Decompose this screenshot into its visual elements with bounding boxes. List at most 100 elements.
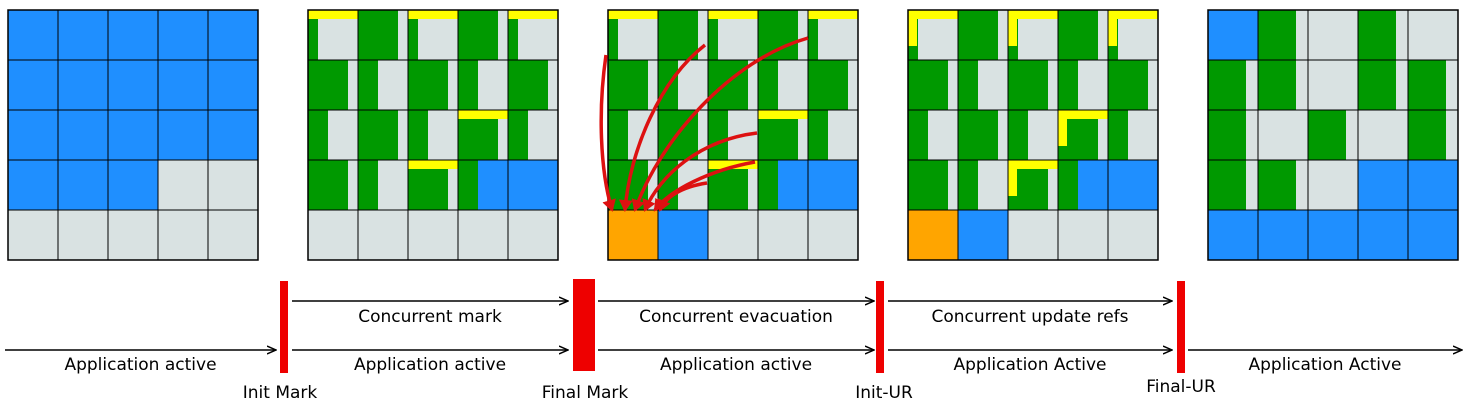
heap-region: [1108, 160, 1158, 210]
heap-region: [58, 60, 108, 110]
live-object: [408, 10, 418, 60]
application-active-label: Application active: [660, 355, 812, 375]
heap-region: [58, 160, 108, 210]
live-object: [458, 10, 498, 60]
evacuation-arrow: [618, 43, 707, 212]
pause-label: Init-UR: [855, 383, 913, 403]
heap-region: [658, 210, 708, 260]
live-object: [508, 10, 518, 60]
evacuation-arrow: [631, 36, 809, 212]
heap-region: [1308, 160, 1358, 210]
application-active-label: Application active: [354, 355, 506, 375]
live-object: [1258, 60, 1296, 110]
live-object: [1108, 110, 1128, 160]
heap-region: [1358, 160, 1408, 210]
live-object: [358, 60, 378, 110]
update-progress: [1058, 110, 1067, 146]
concurrent-phase-label: Concurrent evacuation: [639, 307, 833, 327]
live-object: [608, 60, 648, 110]
pause-bar: [876, 281, 884, 373]
live-object: [1008, 110, 1028, 160]
live-object: [758, 10, 798, 60]
live-object: [358, 10, 398, 60]
live-object: [1408, 110, 1446, 160]
heap-region: [1408, 160, 1458, 210]
live-object: [708, 10, 718, 60]
live-object: [358, 110, 398, 160]
heap-region: [1258, 110, 1308, 160]
live-object: [1008, 60, 1048, 110]
heap-region: [308, 210, 358, 260]
heap-region: [158, 10, 208, 60]
heap-region: [708, 210, 758, 260]
pause-label: Final-UR: [1146, 377, 1216, 397]
update-watermark: [408, 10, 458, 19]
heap-border: [1207, 9, 1459, 261]
update-watermark: [408, 160, 458, 169]
heap-region: [1058, 210, 1108, 260]
heap-region: [8, 210, 58, 260]
heap-region: [58, 110, 108, 160]
live-object: [1258, 10, 1296, 60]
heap-border: [907, 9, 1159, 261]
evacuation-arrow: [599, 54, 616, 212]
heap-region: [958, 210, 1008, 260]
live-object: [1358, 10, 1396, 60]
heap-region: [508, 210, 558, 260]
heap-region: [1308, 60, 1358, 110]
heap-region: [8, 160, 58, 210]
live-object: [1308, 110, 1346, 160]
heap-region: [8, 10, 58, 60]
update-progress: [1108, 10, 1117, 46]
heap-2: [307, 9, 559, 261]
update-watermark: [608, 10, 658, 19]
update-watermark: [1058, 110, 1108, 119]
live-object: [458, 60, 478, 110]
evacuation-arrow: [642, 131, 758, 212]
application-active-label: Application active: [64, 355, 216, 375]
live-object: [308, 10, 318, 60]
live-object: [908, 160, 948, 210]
heap-region: [808, 210, 858, 260]
live-object: [1108, 60, 1148, 110]
pause-bar: [1177, 281, 1185, 373]
heap-region: [158, 160, 208, 210]
update-watermark: [308, 10, 358, 19]
live-object: [1058, 10, 1098, 60]
pause-bar: [280, 281, 288, 373]
heap-region: [208, 160, 258, 210]
live-object: [708, 110, 728, 160]
live-object: [408, 60, 448, 110]
live-object: [808, 10, 818, 60]
pause-label: Final Mark: [542, 383, 629, 403]
live-object: [758, 60, 778, 110]
update-watermark: [1108, 10, 1158, 19]
heap-region: [1008, 210, 1058, 260]
heap-region: [1308, 10, 1358, 60]
live-object: [1058, 160, 1078, 210]
heap-region: [158, 210, 208, 260]
heap-region: [108, 160, 158, 210]
heap-region: [58, 210, 108, 260]
update-progress: [1008, 10, 1017, 46]
update-progress: [908, 10, 917, 46]
heap-region: [108, 110, 158, 160]
heap-region: [1408, 10, 1458, 60]
update-watermark: [1008, 160, 1058, 169]
update-watermark: [808, 10, 858, 19]
live-object: [608, 110, 628, 160]
live-object: [408, 110, 428, 160]
live-object: [608, 10, 618, 60]
live-object: [1258, 160, 1296, 210]
live-object: [708, 60, 748, 110]
heap-region: [458, 210, 508, 260]
heap-4: [907, 9, 1159, 261]
update-watermark: [708, 160, 758, 169]
live-object: [958, 60, 978, 110]
heap-region: [408, 210, 458, 260]
live-object: [1058, 60, 1078, 110]
heap-border: [307, 9, 559, 261]
heap-region: [808, 160, 858, 210]
heap-region: [358, 210, 408, 260]
heap-region: [108, 10, 158, 60]
